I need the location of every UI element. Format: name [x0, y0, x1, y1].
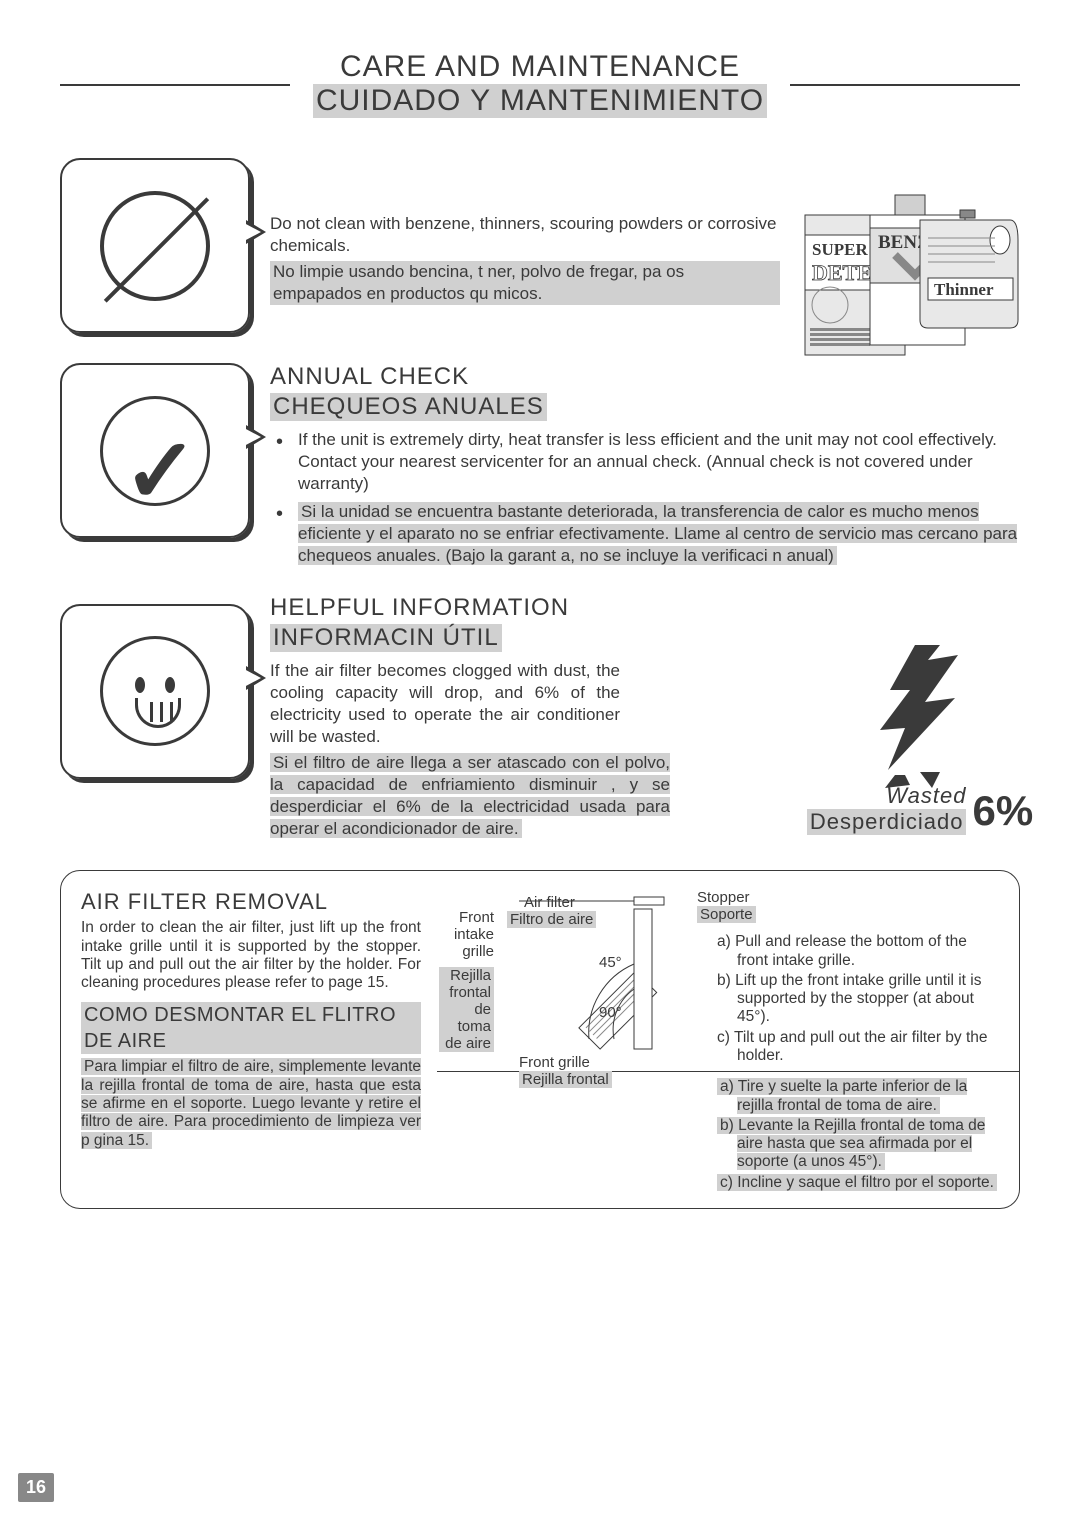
- prohibition-icon-box: [60, 158, 250, 333]
- thinner-label: Thinner: [934, 280, 994, 299]
- filter-removal-box: AIR FILTER REMOVAL In order to clean the…: [60, 870, 1020, 1209]
- stopper-es: Soporte: [697, 906, 999, 923]
- speech-tail-icon: [246, 425, 266, 449]
- annual-check-row: ✓ ANNUAL CHECK CHEQUEOS ANUALES If the u…: [60, 363, 1020, 574]
- dl-front-intake-es: Rejilla frontal de toma de aire: [439, 967, 494, 1052]
- check-circle-icon: ✓: [100, 396, 210, 506]
- helpful-para-en: If the air filter becomes clogged with d…: [270, 660, 620, 748]
- helpful-heading-es: INFORMACIN ÚTIL: [270, 624, 820, 652]
- step-es-a: a) Tire y suelte la parte inferior de la…: [717, 1078, 999, 1115]
- face-eye-left: [135, 677, 145, 693]
- title-es: CUIDADO Y MANTENIMIENTO: [60, 84, 1020, 118]
- annual-bullet-es: Si la unidad se encuentra bastante deter…: [270, 501, 1020, 567]
- dl-front-grille-en: Front grille: [519, 1054, 590, 1071]
- annual-heading-en: ANNUAL CHECK: [270, 363, 1020, 391]
- prohibition-icon: [100, 191, 210, 301]
- steps-es: a) Tire y suelte la parte inferior de la…: [697, 1078, 999, 1192]
- product-illustration: SUPER STR DETERG BENZENE Thinner: [800, 180, 1020, 365]
- title-en: CARE AND MAINTENANCE: [60, 50, 1020, 84]
- speech-tail-icon: [246, 220, 266, 244]
- step-es-c: c) Incline y saque el filtro por el sopo…: [717, 1174, 999, 1192]
- annual-heading-es: CHEQUEOS ANUALES: [270, 393, 1020, 421]
- lightning-bolt-icon: [860, 640, 980, 790]
- warning-en: Do not clean with benzene, thinners, sco…: [270, 213, 780, 257]
- check-tick-icon: ✓: [123, 427, 198, 517]
- step-en-c: c) Tilt up and pull out the air filter b…: [717, 1029, 999, 1066]
- dl-air-filter-es: Filtro de aire: [507, 911, 596, 928]
- dl-front-grille-es: Rejilla frontal: [519, 1071, 612, 1088]
- filter-col-text: AIR FILTER REMOVAL In order to clean the…: [81, 889, 421, 1194]
- filter-para-es: Para limpiar el filtro de aire, simpleme…: [81, 1058, 421, 1149]
- page-title-block: CARE AND MAINTENANCE CUIDADO Y MANTENIMI…: [60, 50, 1020, 118]
- face-icon: [100, 636, 210, 746]
- helpful-heading-en: HELPFUL INFORMATION: [270, 594, 820, 622]
- check-icon-box: ✓: [60, 363, 250, 538]
- face-icon-box: [60, 604, 250, 779]
- face-mouth: [135, 698, 181, 728]
- face-eye-right: [165, 677, 175, 693]
- dl-45: 45°: [599, 954, 622, 971]
- wasted-graphic: Wasted Desperdiciado 6%: [820, 640, 1020, 835]
- page-number: 16: [18, 1473, 54, 1502]
- step-es-b: b) Levante la Rejilla frontal de toma de…: [717, 1117, 999, 1172]
- filter-heading-es: COMO DESMONTAR EL FLITRO DE AIRE: [81, 1002, 421, 1054]
- speech-tail-icon: [246, 666, 266, 690]
- annual-bullet-en: If the unit is extremely dirty, heat tra…: [270, 429, 1020, 495]
- step-en-a: a) Pull and release the bottom of the fr…: [717, 933, 999, 970]
- filter-heading-en: AIR FILTER REMOVAL: [81, 889, 421, 915]
- steps-en: a) Pull and release the bottom of the fr…: [697, 933, 999, 1065]
- warning-es: No limpie usando bencina, t ner, polvo d…: [270, 261, 780, 305]
- step-en-b: b) Lift up the front intake grille until…: [717, 972, 999, 1027]
- annual-check-content: ANNUAL CHECK CHEQUEOS ANUALES If the uni…: [270, 353, 1020, 574]
- wasted-en: Wasted: [807, 783, 967, 809]
- filter-col-steps: Stopper Soporte a) Pull and release the …: [697, 889, 999, 1194]
- wasted-pct: 6%: [972, 787, 1033, 835]
- wasted-es: Desperdiciado: [807, 809, 967, 835]
- stopper-en: Stopper: [697, 889, 999, 906]
- dl-90: 90°: [599, 1004, 622, 1021]
- dl-air-filter-en: Air filter: [524, 894, 575, 911]
- dl-front-intake-en: Front intake grille: [439, 909, 494, 960]
- filter-diagram: Front intake grille Rejilla frontal de t…: [439, 889, 679, 1194]
- filter-para-en: In order to clean the air filter, just l…: [81, 919, 421, 992]
- helpful-para-es: Si el filtro de aire llega a ser atascad…: [270, 752, 670, 840]
